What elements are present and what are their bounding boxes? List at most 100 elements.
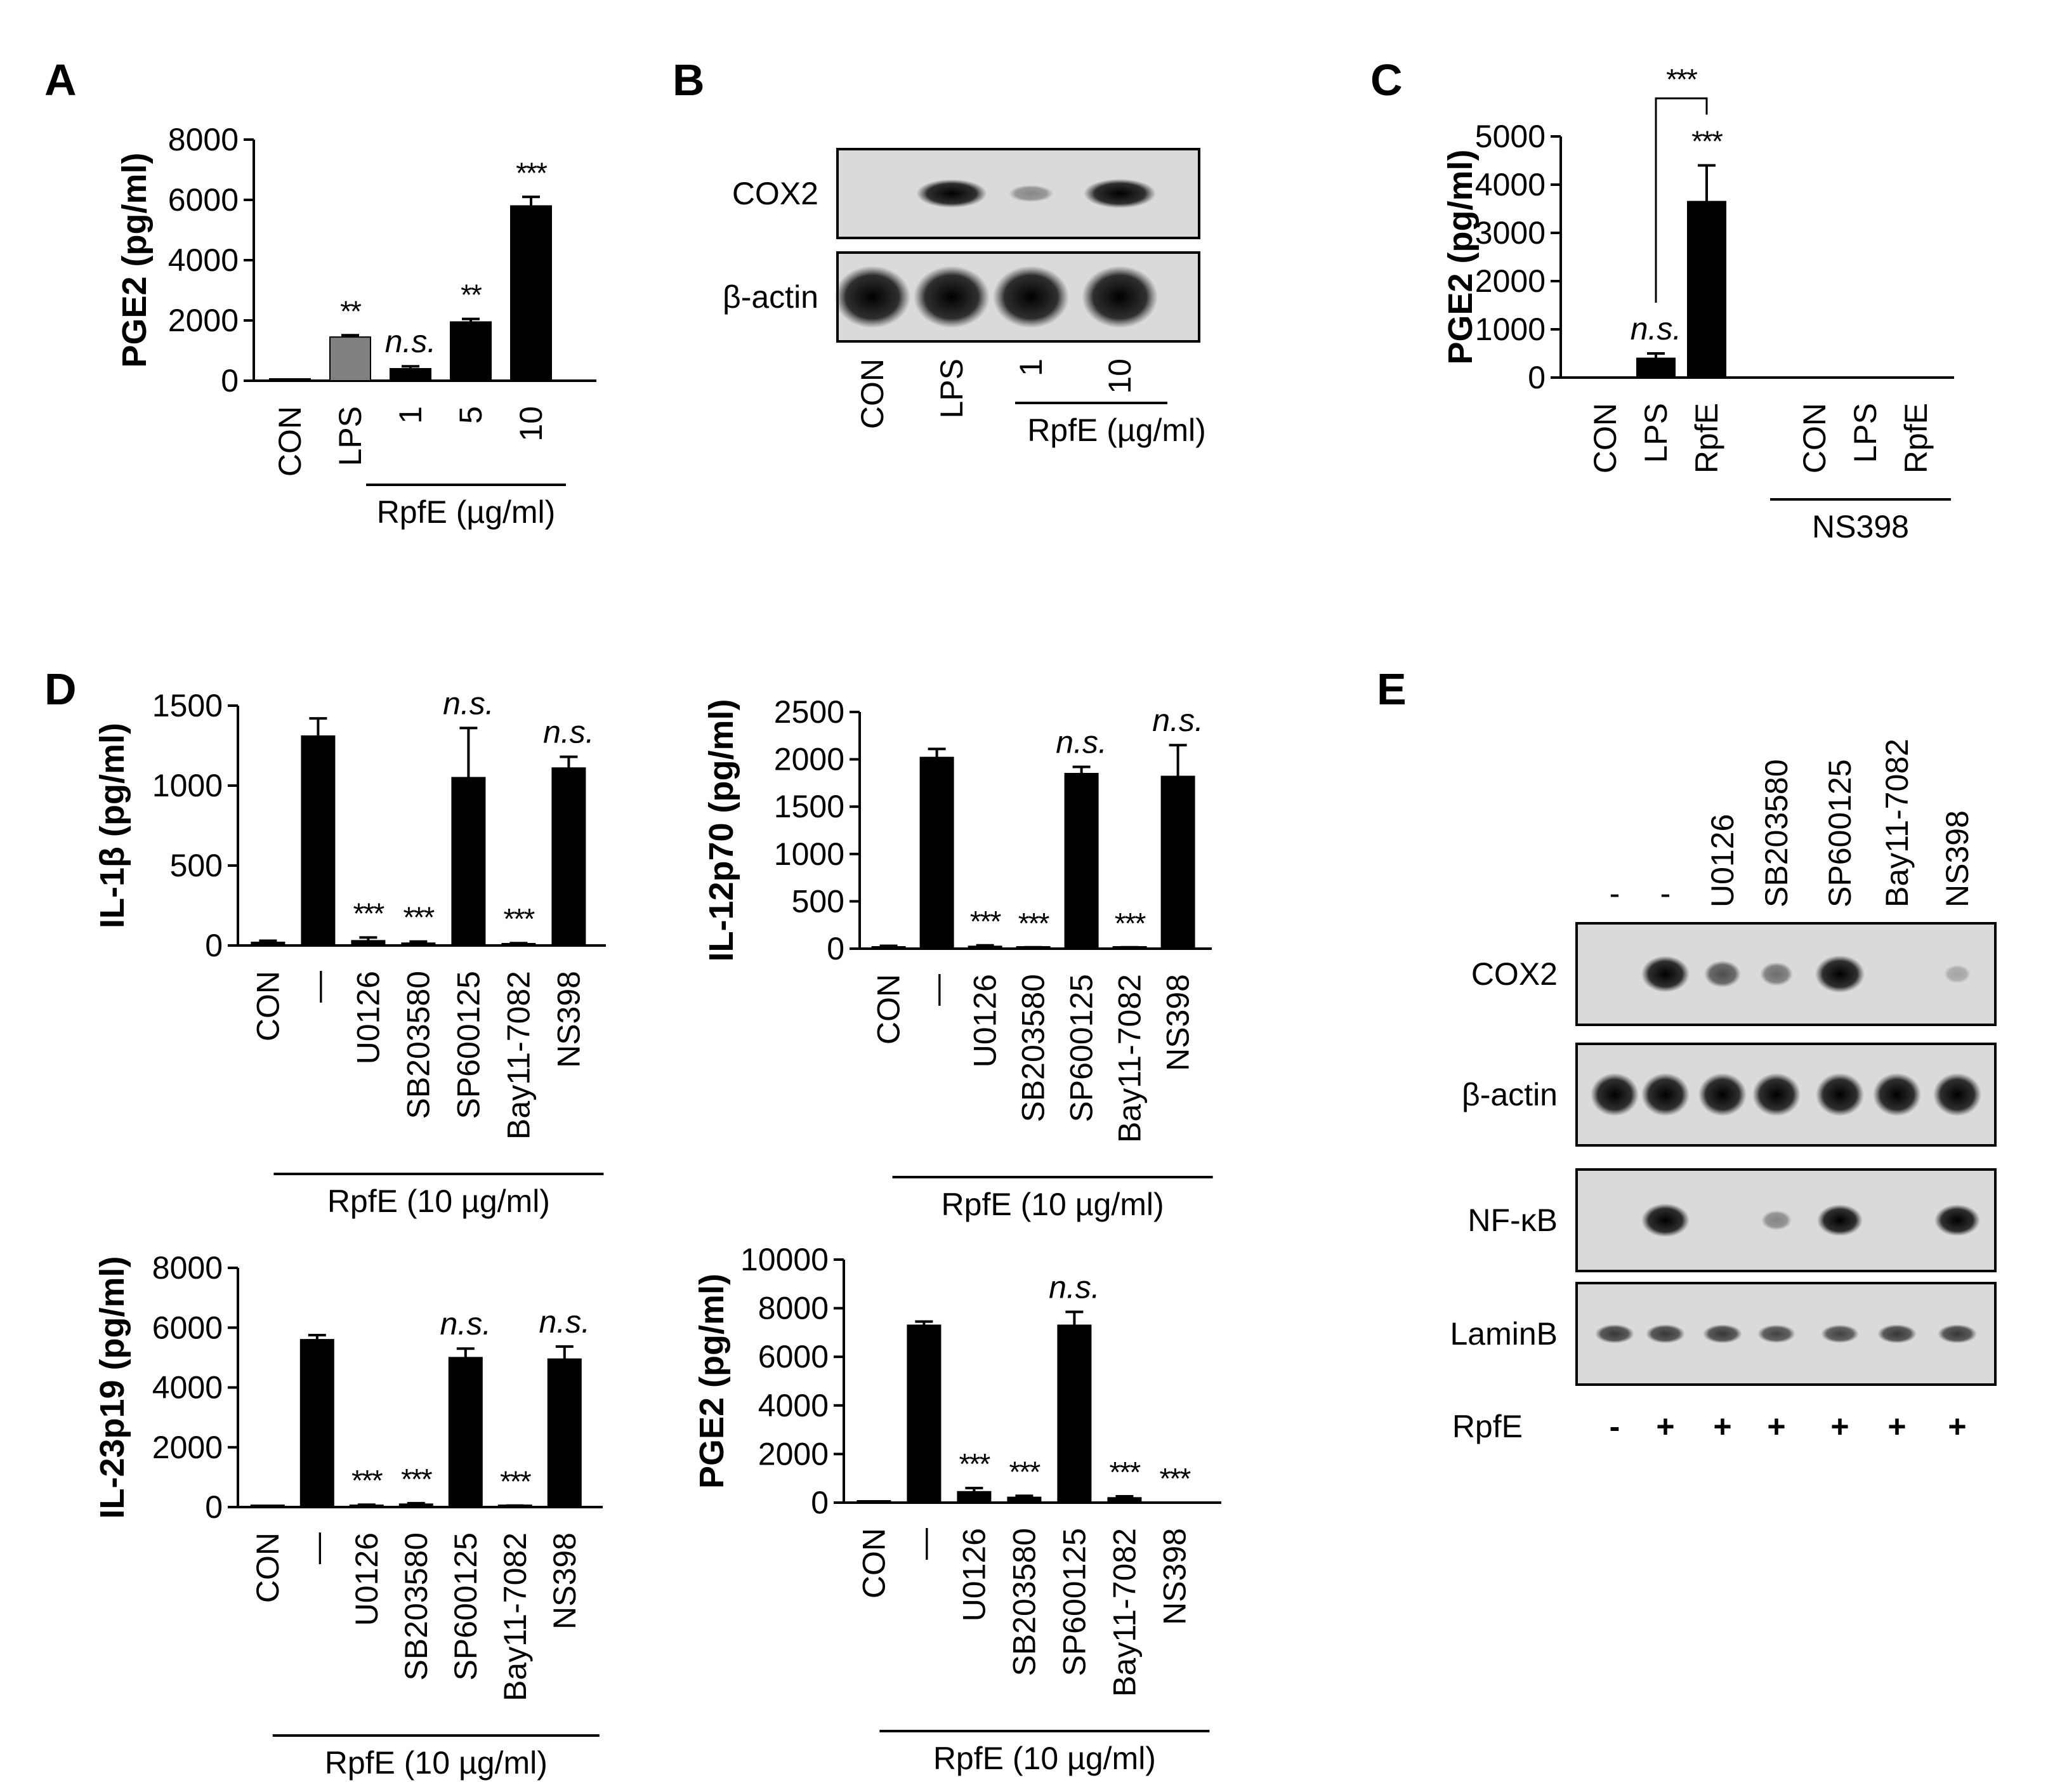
y-tick-label: 3000: [1475, 215, 1546, 251]
y-tick-label: 2000: [758, 1436, 829, 1472]
x-tick-label: CON: [250, 1532, 286, 1603]
x-tick-label: NS398: [551, 971, 586, 1068]
blot-band: [1933, 1072, 1981, 1117]
x-tick-label: SP600125: [1056, 1528, 1092, 1677]
significance-label: ***: [404, 901, 435, 934]
x-tick-label: 5: [453, 406, 489, 424]
y-tick-label: 6000: [152, 1310, 223, 1345]
blot-lane-header: SB203580: [1759, 759, 1794, 907]
y-tick-label: 5000: [1475, 119, 1546, 154]
blot-lane-label: LPS: [934, 359, 969, 419]
y-tick-label: 500: [792, 883, 844, 919]
blot-lane-header: -: [1610, 876, 1620, 911]
significance-label: n.s.: [539, 1304, 591, 1340]
blot-band: [1938, 1324, 1977, 1344]
treatment-sign: +: [1948, 1409, 1966, 1444]
x-tick-label: CON: [1797, 403, 1832, 473]
x-tick-label: 1: [393, 406, 428, 424]
bar: [919, 756, 954, 949]
y-tick-label: 2500: [774, 694, 844, 730]
bar: [907, 1324, 942, 1503]
group-label: RpfE (10 µg/ml): [325, 1745, 548, 1781]
y-tick-label: 1500: [774, 789, 844, 824]
bar: [351, 940, 386, 946]
western-blot-b: COX2 β-actin CON LPS 1 10 RpfE (µg/ml): [723, 148, 1206, 448]
chart-d-il12p70: 0 500 1000 1500 2000 2500 IL-12p70 (pg/ml) CON —…: [702, 694, 1213, 1222]
bar: [1107, 1497, 1142, 1504]
bar: [510, 205, 552, 381]
y-tick-label: 0: [1528, 360, 1546, 395]
significance-label: ***: [504, 902, 535, 935]
blot-band: [914, 266, 990, 328]
bar: [1064, 772, 1099, 949]
y-tick-label: 4000: [1475, 167, 1546, 202]
significance-label: n.s.: [1152, 702, 1204, 738]
y-tick-label: 1500: [152, 688, 223, 723]
blot-row-label: β-actin: [1462, 1077, 1558, 1112]
x-tick-label: SB203580: [400, 971, 436, 1119]
x-tick-label: Bay11-7082: [1112, 974, 1148, 1143]
significance-label: n.s.: [543, 715, 594, 750]
blot-lane-header: SP600125: [1822, 759, 1858, 907]
blot-row-label: COX2: [1471, 956, 1558, 992]
blot-band: [1816, 1072, 1864, 1117]
significance-label: ***: [351, 1464, 383, 1497]
blot-band: [1641, 956, 1690, 992]
y-tick-label: 500: [170, 848, 223, 883]
chart-d-pge2: 0 2000 4000 6000 8000 10000 PGE2 (pg/ml) CON — **…: [693, 1242, 1221, 1776]
x-tick-label: SP600125: [450, 971, 486, 1119]
x-tick-label: U0126: [350, 971, 386, 1064]
blot-lane-label: CON: [855, 359, 890, 429]
blot-band: [1752, 1072, 1801, 1117]
x-tick-label: U0126: [349, 1532, 384, 1626]
panel-letter-d: D: [44, 664, 77, 714]
y-tick-label: 2000: [152, 1430, 223, 1465]
y-axis-label: IL-1β (pg/ml): [93, 723, 131, 928]
blot-band: [1595, 1324, 1634, 1344]
significance-label: n.s.: [385, 324, 437, 359]
x-tick-label: LPS: [1638, 403, 1674, 463]
blot-band: [916, 179, 987, 208]
x-tick-label: U0126: [956, 1528, 992, 1621]
significance-label: ***: [1160, 1462, 1191, 1495]
x-tick-label: RpfE: [1898, 403, 1934, 473]
bar: [401, 942, 436, 946]
x-tick-label: SB203580: [398, 1532, 434, 1681]
x-tick-label: CON: [1587, 403, 1623, 473]
significance-label: ***: [1691, 125, 1723, 158]
blot-band: [1761, 1210, 1792, 1230]
bar: [450, 321, 492, 381]
blot-lane-header: NS398: [1940, 810, 1975, 907]
y-tick-label: 8000: [168, 122, 239, 157]
y-tick-label: 0: [205, 1489, 223, 1525]
blot-lane-label: 10: [1102, 359, 1138, 394]
blot-band: [1873, 1072, 1921, 1117]
blot-row-label: β-actin: [723, 279, 818, 315]
y-axis-label: IL-12p70 (pg/ml): [702, 699, 740, 961]
y-tick-label: 4000: [152, 1370, 223, 1406]
group-label: RpfE (µg/ml): [1027, 412, 1206, 448]
chart-d-il23p19: 0 2000 4000 6000 8000 IL-23p19 (pg/ml) CON — ***…: [93, 1250, 603, 1781]
x-tick-label: U0126: [968, 974, 1003, 1067]
panel-letter-c: C: [1370, 55, 1403, 105]
bar: [1636, 357, 1676, 378]
x-tick-label: SP600125: [1064, 974, 1099, 1123]
x-tick-label: SB203580: [1016, 974, 1051, 1123]
y-tick-label: 4000: [168, 242, 239, 278]
significance-label: n.s.: [443, 685, 494, 721]
panel-letter-e: E: [1377, 664, 1407, 714]
significance-label: ***: [1009, 1455, 1041, 1488]
x-tick-label: CON: [250, 971, 286, 1041]
significance-bracket: [1655, 97, 1708, 303]
bar: [251, 941, 286, 946]
blot-band: [1934, 1204, 1980, 1236]
blot-band: [1760, 962, 1793, 986]
bar: [957, 1491, 992, 1503]
x-tick-label: Bay11-7082: [501, 971, 536, 1140]
significance-label: n.s.: [1049, 1269, 1100, 1305]
x-tick-label: NS398: [1160, 974, 1196, 1071]
y-tick-label: 0: [827, 931, 844, 966]
x-tick-label: —: [299, 1532, 335, 1564]
